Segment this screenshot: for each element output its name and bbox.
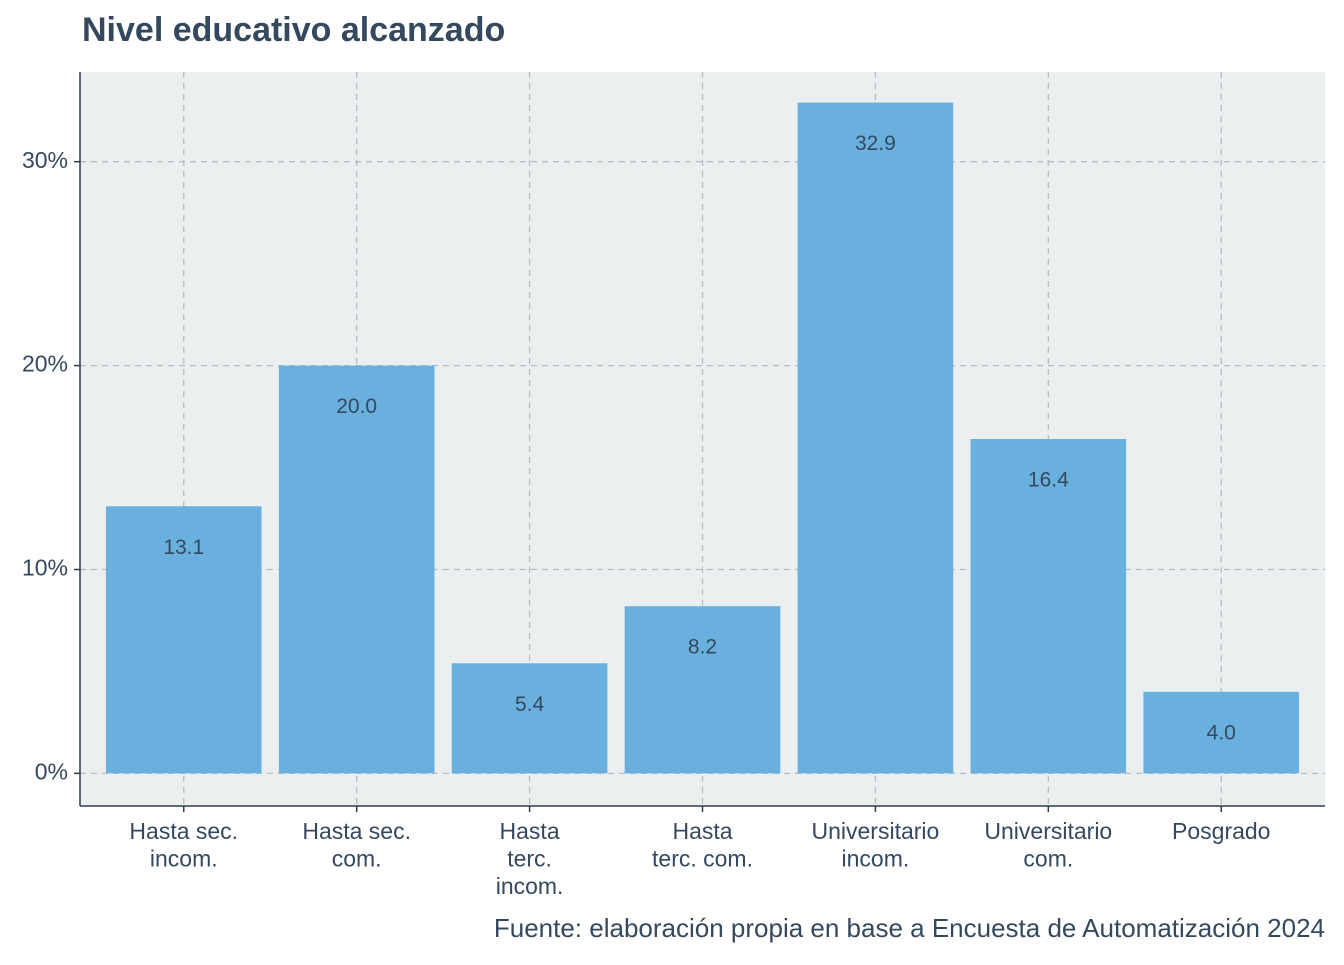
- x-tick-label: Universitario incom.: [812, 818, 940, 872]
- x-tick-label: Hasta terc. incom.: [496, 818, 564, 899]
- value-label: 8.2: [688, 636, 717, 659]
- bar: [105, 506, 262, 774]
- bar: [970, 439, 1127, 774]
- bar: [624, 606, 781, 774]
- x-tick-label: Hasta terc. com.: [652, 818, 753, 872]
- value-label: 13.1: [163, 536, 204, 559]
- value-label: 4.0: [1207, 721, 1236, 744]
- x-tick-label: Hasta sec. com.: [302, 818, 411, 872]
- bar: [451, 663, 608, 774]
- x-tick-label: Hasta sec. incom.: [129, 818, 238, 872]
- x-tick-label: Posgrado: [1172, 818, 1270, 844]
- y-tick-label: 0%: [35, 758, 68, 784]
- x-tick-label: Universitario com.: [984, 818, 1112, 872]
- y-tick-label: 20%: [22, 351, 68, 377]
- bar: [1143, 691, 1300, 774]
- y-tick-label: 10%: [22, 555, 68, 581]
- bar: [278, 365, 435, 774]
- y-tick-label: 30%: [22, 147, 68, 173]
- bar: [797, 102, 954, 774]
- value-label: 32.9: [855, 132, 896, 155]
- chart-title: Nivel educativo alcanzado: [82, 11, 505, 49]
- value-label: 5.4: [515, 693, 545, 716]
- value-label: 20.0: [336, 395, 377, 418]
- caption: Fuente: elaboración propia en base a Enc…: [494, 913, 1325, 943]
- value-label: 16.4: [1028, 469, 1069, 492]
